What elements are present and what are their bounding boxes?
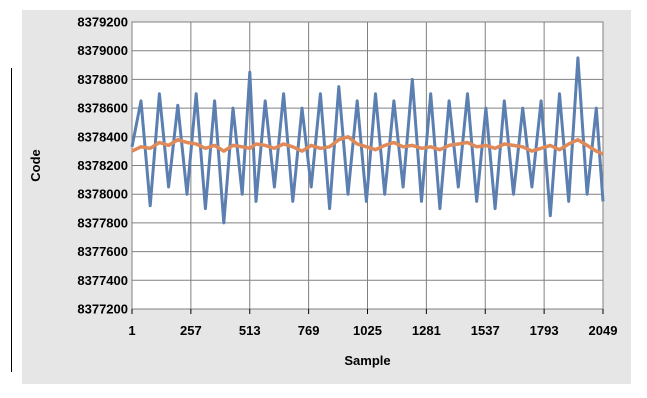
series-layer bbox=[130, 56, 605, 225]
y-tick-label: 8378400 bbox=[77, 129, 128, 144]
y-axis-ticks: 8379200 8379000 8378800 8378600 8378400 83782… bbox=[77, 15, 128, 317]
y-tick-label: 8378000 bbox=[77, 187, 128, 202]
x-tick-label: 769 bbox=[298, 323, 320, 338]
x-tick-label: 1537 bbox=[471, 323, 500, 338]
y-tick-label: 8377800 bbox=[77, 215, 128, 230]
x-tick-label: 1025 bbox=[353, 323, 382, 338]
x-tick-label: 2049 bbox=[589, 323, 618, 338]
y-tick-label: 8379200 bbox=[77, 15, 128, 30]
y-tick-label: 8378200 bbox=[77, 158, 128, 173]
x-axis-ticks: 1 257 513 769 1025 1281 1537 1793 2049 bbox=[128, 323, 617, 338]
series-line-average bbox=[131, 135, 604, 156]
y-tick-label: 8378600 bbox=[77, 101, 128, 116]
series-line-raw bbox=[130, 56, 605, 225]
y-tick-label: 8377600 bbox=[77, 244, 128, 259]
y-axis-title: Code bbox=[28, 149, 43, 182]
y-tick-label: 8378800 bbox=[77, 72, 128, 87]
x-tick-label: 1 bbox=[128, 323, 135, 338]
x-tick-label: 1281 bbox=[412, 323, 441, 338]
x-axis-title: Sample bbox=[344, 353, 390, 368]
y-tick-label: 8377400 bbox=[77, 273, 128, 288]
x-tick-label: 257 bbox=[180, 323, 202, 338]
left-rule-line bbox=[11, 68, 12, 372]
y-tick-label: 8377200 bbox=[77, 302, 128, 317]
x-tick-label: 513 bbox=[239, 323, 261, 338]
x-tick-label: 1793 bbox=[530, 323, 559, 338]
y-tick-label: 8379000 bbox=[77, 43, 128, 58]
